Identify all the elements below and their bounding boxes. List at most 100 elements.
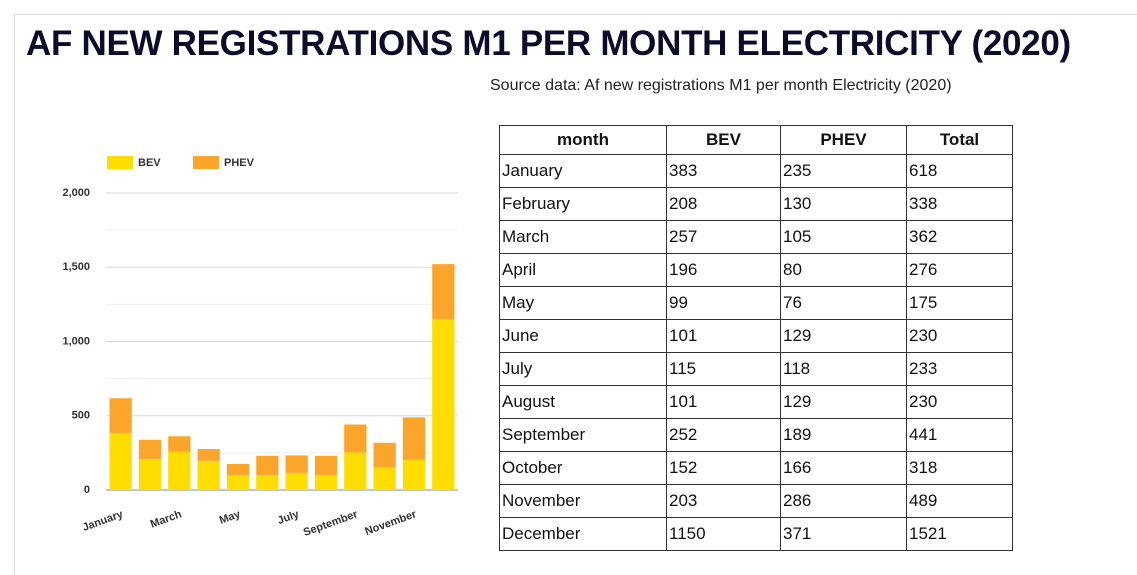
bar-segment — [109, 398, 132, 434]
table-cell: November — [499, 484, 667, 518]
frame — [14, 14, 1137, 575]
bar-segment — [432, 319, 455, 490]
table-row: February 208 130 338 — [499, 187, 1013, 221]
table-cell: 362 — [906, 220, 1013, 254]
table-cell: March — [499, 220, 667, 254]
table-cell: 233 — [906, 352, 1013, 386]
bar-segment — [344, 424, 367, 453]
bar-segment — [373, 467, 396, 490]
table-row: June 101 129 230 — [499, 319, 1013, 353]
table-cell: January — [499, 154, 667, 188]
table-row: January 383 235 618 — [499, 154, 1013, 188]
table-cell: 76 — [780, 286, 907, 320]
bar-segment — [168, 451, 191, 490]
bar-segment — [402, 417, 426, 460]
table-cell: 318 — [906, 451, 1013, 485]
data-table: month BEV PHEV Total January 383 235 618 Februar… — [499, 125, 1013, 551]
table-cell: 175 — [906, 286, 1013, 320]
table-cell: 276 — [906, 253, 1013, 287]
bar-segment — [226, 475, 250, 490]
table-cell: 99 — [666, 286, 781, 320]
legend-label: BEV — [138, 157, 161, 169]
table-cell: 129 — [780, 319, 907, 353]
bar-segment — [373, 442, 396, 468]
table-cell: 338 — [906, 187, 1013, 221]
legend-swatch — [193, 156, 219, 169]
table-cell: 257 — [666, 220, 781, 254]
y-tick-label: 1,500 — [62, 261, 90, 273]
table-cell: 286 — [780, 484, 907, 518]
table-row: October 152 166 318 — [499, 451, 1013, 485]
table-cell: 618 — [906, 154, 1013, 188]
x-tick-label: May — [218, 508, 243, 527]
bar-segment — [256, 475, 279, 490]
x-tick-label: July — [276, 508, 302, 527]
header-cell: BEV — [666, 125, 781, 155]
bar-segment — [197, 449, 220, 461]
table-cell: December — [499, 517, 667, 551]
table-cell: 235 — [780, 154, 907, 188]
table-cell: 1521 — [906, 517, 1013, 551]
chart: 0 500 1,000 1,500 2,000 BEV PHEV January March Ma… — [62, 156, 458, 539]
bar-segment — [197, 460, 220, 490]
bar-segment — [314, 475, 338, 490]
table-cell: 101 — [666, 385, 781, 419]
x-tick-label: November — [363, 508, 418, 538]
table-row: March 257 105 362 — [499, 220, 1013, 254]
table-cell: September — [499, 418, 667, 452]
table-cell: 230 — [906, 319, 1013, 353]
table-cell: October — [499, 451, 667, 485]
legend-swatch — [107, 156, 133, 169]
y-tick-label: 500 — [72, 410, 90, 422]
table-cell: May — [499, 286, 667, 320]
x-tick-label: January — [81, 508, 126, 534]
table-row: May 99 76 175 — [499, 286, 1013, 320]
table-cell: 130 — [780, 187, 907, 221]
bar-segment — [285, 472, 308, 490]
table-cell: July — [499, 352, 667, 386]
source-note: Source data: Af new registrations M1 per… — [490, 77, 952, 94]
table-cell: 101 — [666, 319, 781, 353]
table-row: November 203 286 489 — [499, 484, 1013, 518]
bar-segment — [226, 464, 250, 476]
bar-segment — [402, 459, 426, 490]
table-cell: 203 — [666, 484, 781, 518]
legend-label: PHEV — [224, 157, 255, 169]
table-cell: 230 — [906, 385, 1013, 419]
table-cell: 371 — [780, 517, 907, 551]
table-cell: 441 — [906, 418, 1013, 452]
table-cell: 115 — [666, 352, 781, 386]
table-cell: 1150 — [666, 517, 781, 551]
table-cell: 152 — [666, 451, 781, 485]
table-cell: 489 — [906, 484, 1013, 518]
header-row: month BEV PHEV Total — [499, 125, 1013, 155]
bar-segment — [138, 459, 162, 490]
table-cell: 252 — [666, 418, 781, 452]
x-tick-label: March — [149, 508, 184, 530]
table-cell: 118 — [780, 352, 907, 386]
table-cell: 189 — [780, 418, 907, 452]
bar-segment — [432, 264, 455, 320]
table-row: December 1150 371 1521 — [499, 517, 1013, 551]
table-cell: 105 — [780, 220, 907, 254]
table-cell: April — [499, 253, 667, 287]
table-cell: February — [499, 187, 667, 221]
table-cell: 129 — [780, 385, 907, 419]
header-cell: month — [499, 125, 667, 155]
table-row: September 252 189 441 — [499, 418, 1013, 452]
table-cell: 80 — [780, 253, 907, 287]
table-cell: August — [499, 385, 667, 419]
table-cell: 208 — [666, 187, 781, 221]
header-cell: Total — [906, 125, 1013, 155]
table-cell: 383 — [666, 154, 781, 188]
bar-segment — [285, 455, 308, 473]
bar-segment — [314, 455, 338, 476]
header-cell: PHEV — [780, 125, 907, 155]
y-tick-label: 2,000 — [62, 187, 90, 199]
y-tick-label: 0 — [84, 484, 90, 496]
table-cell: June — [499, 319, 667, 353]
bar-segment — [168, 436, 191, 452]
table-row: July 115 118 233 — [499, 352, 1013, 386]
table-row: August 101 129 230 — [499, 385, 1013, 419]
